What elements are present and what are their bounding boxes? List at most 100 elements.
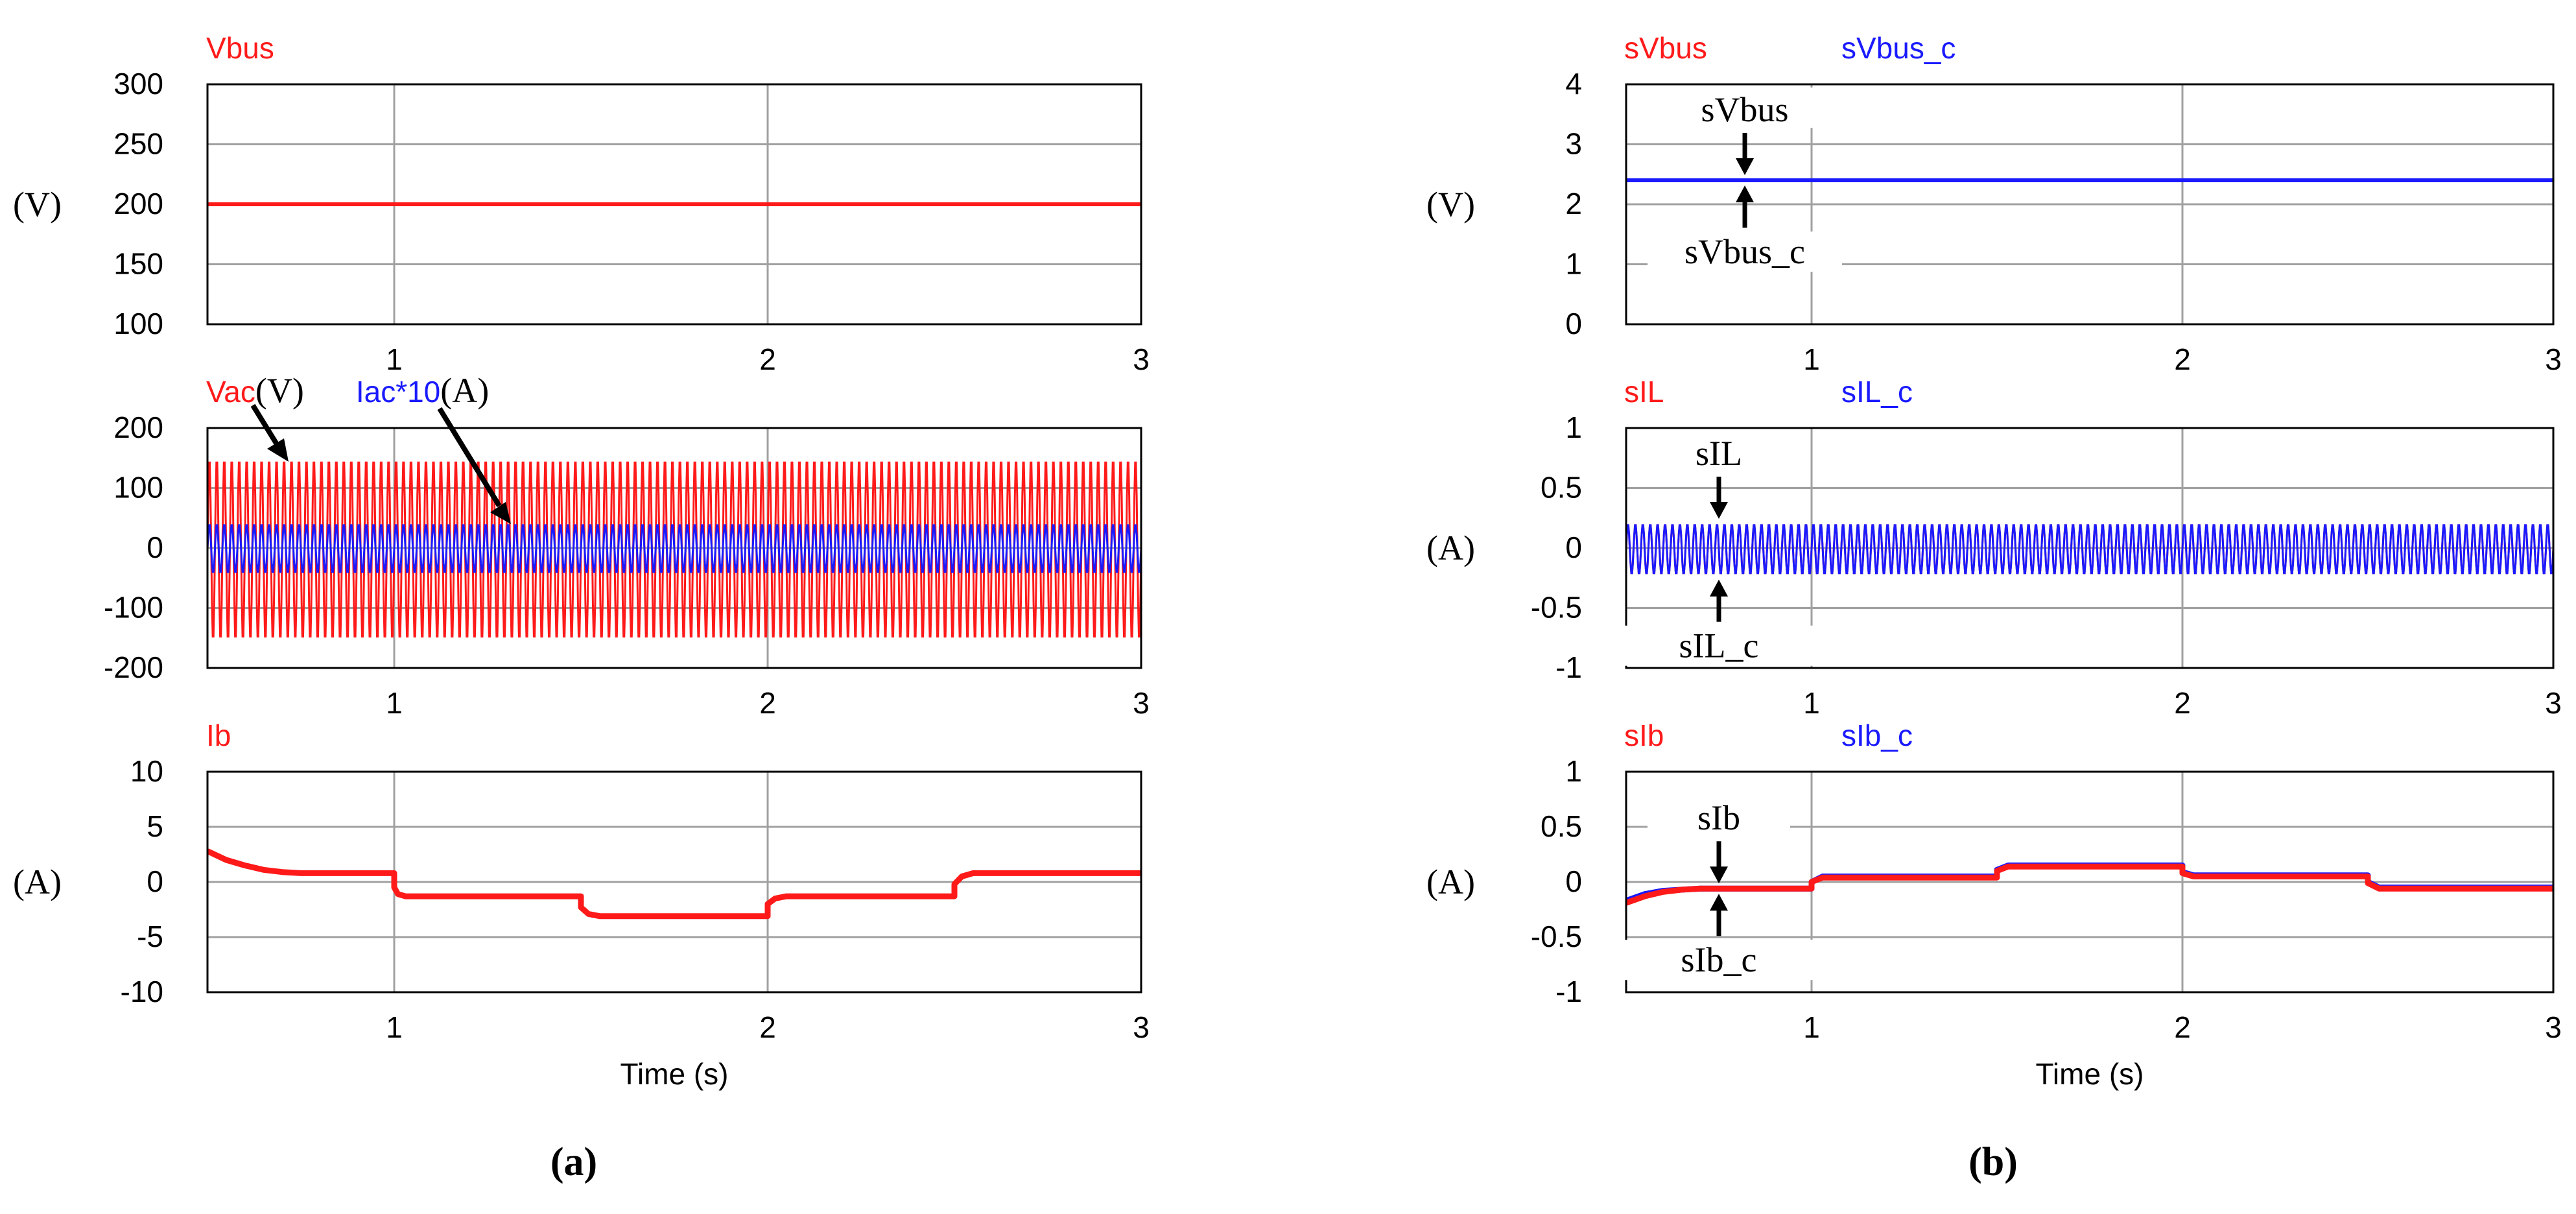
x-tick-label: 1: [386, 1010, 403, 1044]
arrow-iac: [437, 407, 502, 508]
x-tick-label: 2: [2174, 1010, 2191, 1044]
series-sib: [1626, 863, 2553, 906]
annotation-label: sIb: [1697, 798, 1740, 837]
y-tick-label: -100: [104, 591, 163, 625]
x-tick-label: 3: [2545, 342, 2562, 376]
x-axis-label: Time (s): [2036, 1057, 2144, 1091]
legend-entry: Vac: [206, 375, 255, 409]
chart-b3: -1 -0.5 0 0.5 1 1 2 3 Time (s) (A) sIb sIb_c sIb sIb_…: [1426, 719, 2562, 1091]
x-tick-label: 2: [759, 1010, 776, 1044]
y-tick-label: 150: [113, 247, 163, 281]
legend-entry: (A): [440, 371, 489, 410]
y-tick-label: 4: [1565, 67, 1582, 101]
plot-frame: [206, 427, 1142, 669]
y-unit-label: (A): [13, 863, 62, 901]
chart-a2: -200 -100 0 100 200 1 2 3 Vac(V) Iac*10(A): [104, 371, 1150, 720]
annotation-label: sVbus_c: [1684, 232, 1805, 271]
y-unit-label: (V): [1426, 185, 1475, 224]
annotation-arrow-head: [1710, 866, 1728, 884]
legend-entry: Vbus: [206, 31, 274, 65]
y-tick-label: 100: [113, 471, 163, 505]
annotation-label: sVbus: [1701, 90, 1789, 129]
annotation-bg: [1648, 796, 1790, 837]
annotation-arrow-head: [1710, 579, 1728, 597]
y-tick-label: 200: [113, 187, 163, 220]
arrow-vac: [250, 403, 281, 449]
plot-frame: [206, 770, 1142, 994]
chart-a1: 100 150 200 250 300 1 2 3 (V) Vbus: [13, 31, 1150, 376]
y-tick-label: 0: [147, 864, 163, 898]
series-sil-c: [1626, 524, 2553, 575]
x-tick-label: 1: [1803, 1010, 1820, 1044]
y-unit-label: (A): [1426, 863, 1475, 901]
legend-entry: Iac*10: [356, 375, 440, 409]
x-tick-label: 2: [2174, 342, 2191, 376]
series-ib: [207, 848, 1141, 920]
plot-area-a2: [207, 461, 1141, 637]
plot-frame: [1625, 83, 2555, 326]
plot-area-a3: [207, 848, 1141, 920]
y-tick-label: 0: [147, 530, 163, 564]
panel-label-a: (a): [550, 1140, 597, 1184]
arrow-head-iac: [490, 502, 511, 524]
y-tick-label: -0.5: [1531, 591, 1582, 625]
y-tick-label: 3: [1565, 127, 1582, 161]
arrow-head-vac: [267, 438, 289, 462]
annotation-bg: [1622, 625, 1816, 666]
y-tick-label: 0: [1565, 307, 1582, 340]
legend-entry: (V): [255, 371, 304, 410]
y-tick-label: 0.5: [1541, 471, 1582, 505]
y-tick-label: 1: [1565, 247, 1582, 281]
plot-area-b3: [1626, 863, 2553, 906]
y-tick-label: 10: [130, 754, 163, 788]
y-unit-label: (A): [1426, 529, 1475, 567]
plot-area-b2: [1626, 524, 2553, 575]
y-tick-label: 0: [1565, 864, 1582, 898]
y-tick-label: -10: [121, 975, 163, 1008]
chart-b1: 0 1 2 3 4 1 2 3 (V) sVbus sVbus_c sVbus sVbus_c: [1426, 31, 2562, 376]
x-axis-label: Time (s): [620, 1057, 729, 1091]
y-tick-label: 100: [113, 307, 163, 340]
y-tick-label: 300: [113, 67, 163, 101]
series-legend: Vac(V) Iac*10(A): [206, 371, 489, 410]
y-tick-label: 1: [1565, 411, 1582, 444]
plot-frame: [1625, 427, 2555, 669]
series-iac-10: [207, 524, 1141, 573]
x-tick-label: 2: [2174, 686, 2191, 720]
x-tick-label: 3: [2545, 1010, 2562, 1044]
chart-a3: -10 -5 0 5 10 1 2 3 Time (s) (A) Ib: [13, 719, 1150, 1091]
y-unit-label: (V): [13, 185, 62, 224]
legend-entry: sIb: [1624, 719, 1664, 752]
y-tick-label: 1: [1565, 754, 1582, 788]
y-tick-label: 200: [113, 411, 163, 444]
x-tick-label: 3: [1133, 1010, 1150, 1044]
y-tick-label: 5: [147, 809, 163, 843]
legend-entry: sVbus_c: [1841, 31, 1956, 65]
plot-frame: [206, 83, 1142, 326]
y-tick-label: -0.5: [1531, 920, 1582, 953]
annotation-arrow-head: [1710, 502, 1728, 519]
annotation-bg: [1622, 940, 1816, 981]
y-tick-label: -200: [104, 650, 163, 684]
y-tick-label: 0: [1565, 530, 1582, 564]
annotation-label: sIL_c: [1679, 626, 1759, 665]
x-tick-label: 3: [1133, 686, 1150, 720]
plot-frame: [1625, 770, 2555, 994]
annotation-bg: [1648, 431, 1790, 471]
chart-b2: -1 -0.5 0 0.5 1 1 2 3 (A) sIL sIL_c sIL sIL_c: [1426, 375, 2562, 720]
annotation-arrow-head: [1736, 185, 1755, 202]
annotation-label: sIL: [1696, 434, 1742, 473]
series-sib-c: [1626, 863, 2553, 904]
legend-entry: sVbus: [1624, 31, 1707, 65]
legend-entry: sIL: [1624, 375, 1664, 409]
annotation-label: sIb_c: [1681, 940, 1757, 979]
annotation-bg: [1648, 232, 1843, 272]
y-tick-label: 250: [113, 127, 163, 161]
y-tick-label: -1: [1555, 975, 1582, 1008]
annotation-arrow-head: [1736, 158, 1755, 175]
legend-entry: sIb_c: [1841, 719, 1913, 752]
y-tick-label: -5: [137, 920, 163, 953]
annotation-arrow-head: [1710, 894, 1728, 911]
y-tick-label: 0.5: [1541, 809, 1582, 843]
